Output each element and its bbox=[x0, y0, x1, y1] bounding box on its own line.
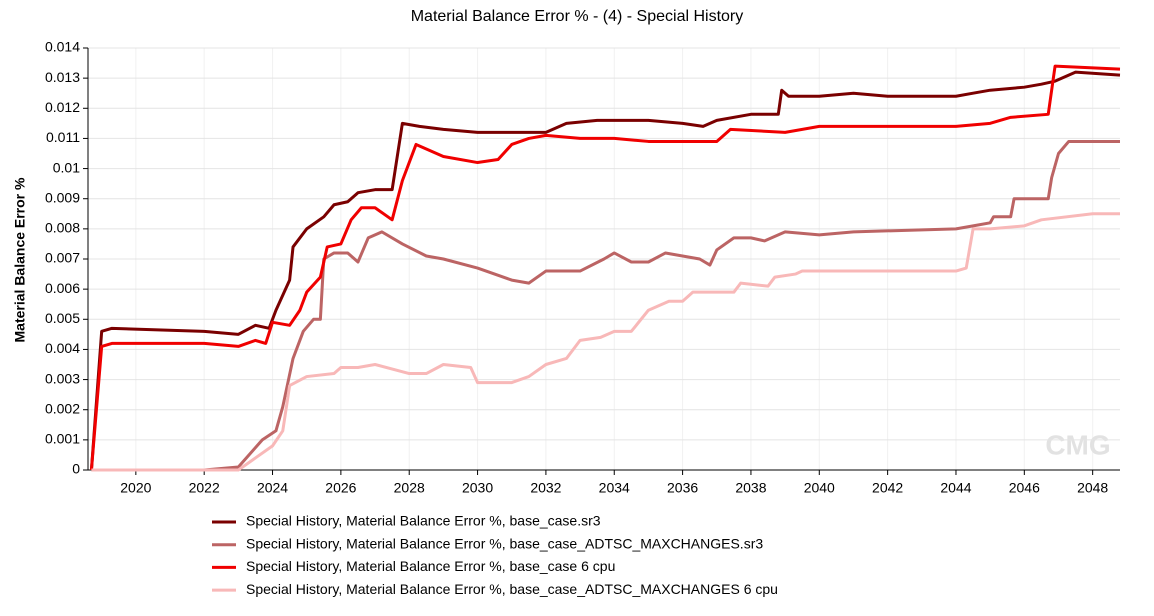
chart-title: Material Balance Error % - (4) - Special… bbox=[411, 8, 744, 25]
series-line bbox=[91, 139, 1120, 472]
watermark: CMG bbox=[1045, 429, 1110, 460]
x-tick-label: 2030 bbox=[462, 480, 493, 496]
x-tick-label: 2032 bbox=[530, 480, 561, 496]
x-tick-label: 2040 bbox=[804, 480, 835, 496]
series-line bbox=[89, 64, 1121, 471]
y-tick-label: 0.011 bbox=[46, 129, 80, 145]
x-tick-label: 2044 bbox=[940, 480, 971, 496]
series-line bbox=[89, 70, 1121, 471]
y-tick-label: 0.004 bbox=[45, 340, 80, 356]
x-tick-label: 2046 bbox=[1009, 480, 1040, 496]
y-tick-label: 0.006 bbox=[45, 280, 80, 296]
y-tick-label: 0.012 bbox=[45, 99, 80, 115]
y-tick-label: 0 bbox=[72, 461, 80, 477]
legend-label: Special History, Material Balance Error … bbox=[246, 513, 601, 529]
y-tick-label: 0.009 bbox=[45, 189, 80, 205]
x-tick-label: 2020 bbox=[120, 480, 151, 496]
legend-label: Special History, Material Balance Error … bbox=[246, 558, 615, 574]
y-tick-label: 0.005 bbox=[45, 310, 80, 326]
y-tick-label: 0.014 bbox=[45, 39, 80, 55]
x-tick-label: 2026 bbox=[325, 480, 356, 496]
y-tick-label: 0.003 bbox=[45, 370, 80, 386]
x-tick-label: 2034 bbox=[599, 480, 630, 496]
series-line bbox=[91, 212, 1120, 472]
x-tick-label: 2036 bbox=[667, 480, 698, 496]
x-tick-label: 2022 bbox=[189, 480, 220, 496]
x-tick-label: 2038 bbox=[735, 480, 766, 496]
y-tick-label: 0.001 bbox=[45, 431, 80, 447]
y-axis-label: Material Balance Error % bbox=[12, 177, 28, 343]
y-tick-label: 0.002 bbox=[45, 400, 80, 416]
x-tick-label: 2042 bbox=[872, 480, 903, 496]
y-tick-label: 0.008 bbox=[45, 220, 80, 236]
legend-label: Special History, Material Balance Error … bbox=[246, 535, 763, 551]
legend-label: Special History, Material Balance Error … bbox=[246, 581, 778, 597]
x-tick-label: 2028 bbox=[394, 480, 425, 496]
y-tick-label: 0.01 bbox=[53, 159, 80, 175]
x-tick-label: 2048 bbox=[1077, 480, 1108, 496]
y-tick-label: 0.007 bbox=[45, 250, 80, 266]
y-tick-label: 0.013 bbox=[45, 69, 80, 85]
x-tick-label: 2024 bbox=[257, 480, 288, 496]
